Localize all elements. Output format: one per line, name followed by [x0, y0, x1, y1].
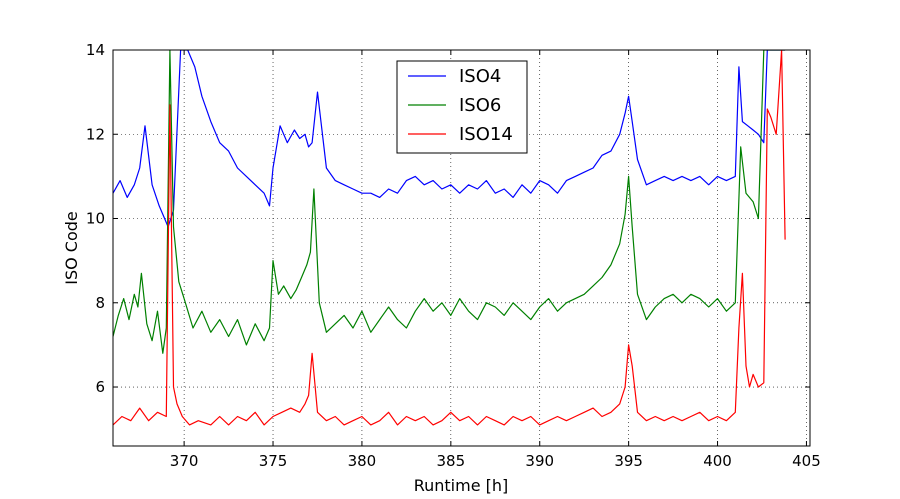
x-tick-label: 375 [259, 452, 288, 470]
legend-label-iso14: ISO14 [459, 124, 513, 145]
y-tick-label: 12 [86, 125, 105, 143]
legend-label-iso4: ISO4 [459, 66, 501, 87]
y-tick-label: 14 [86, 41, 105, 59]
series-layer [113, 50, 786, 426]
series-line-iso14 [113, 50, 786, 426]
x-tick-label: 370 [170, 452, 199, 470]
plot-frame [112, 49, 811, 447]
y-tick-label: 10 [86, 210, 105, 228]
x-tick-label: 395 [614, 452, 643, 470]
x-tick-label: 380 [348, 452, 377, 470]
x-axis-label: Runtime [h] [414, 476, 509, 495]
x-tick-label: 400 [703, 452, 732, 470]
series-line-iso6 [113, 50, 786, 354]
y-tick-label: 8 [95, 294, 105, 312]
legend: ISO4 ISO6 ISO14 [396, 60, 528, 154]
x-tick-label: 405 [792, 452, 821, 470]
y-tick-label: 6 [95, 378, 105, 396]
y-axis-label: ISO Code [62, 211, 81, 285]
x-tick-label: 385 [437, 452, 466, 470]
legend-label-iso6: ISO6 [459, 95, 501, 116]
x-tick-label: 390 [525, 452, 554, 470]
series-line-iso4 [113, 50, 786, 228]
axis-ticks: 370 375 380 385 390 395 400 405 6 8 10 12 14 [86, 41, 821, 470]
